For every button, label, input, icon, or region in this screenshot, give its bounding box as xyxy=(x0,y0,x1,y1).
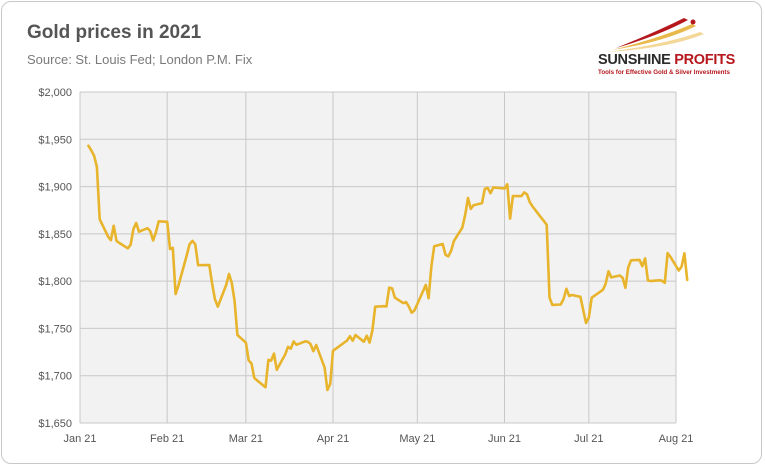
logo-swoosh-icon xyxy=(608,18,704,52)
y-tick-label: $1,800 xyxy=(38,276,72,288)
chart-title: Gold prices in 2021 xyxy=(27,22,202,43)
sunshine-profits-logo: SUNSHINE PROFITS Tools for Effective Gol… xyxy=(598,14,758,78)
x-tick-label: Apr 21 xyxy=(317,433,349,445)
x-tick-label: Feb 21 xyxy=(150,433,184,445)
logo-tagline: Tools for Effective Gold & Silver Invest… xyxy=(598,69,730,76)
logo-wordmark: SUNSHINE PROFITS xyxy=(598,52,735,68)
y-tick-label: $1,900 xyxy=(38,182,72,194)
x-tick-label: Jan 21 xyxy=(63,433,96,445)
y-tick-label: $1,750 xyxy=(38,323,72,335)
x-tick-label: Aug 21 xyxy=(659,433,694,445)
plot-area xyxy=(80,92,676,423)
chart-subtitle: Source: St. Louis Fed; London P.M. Fix xyxy=(27,52,253,67)
y-tick-label: $1,700 xyxy=(38,371,72,383)
x-tick-label: May 21 xyxy=(399,433,435,445)
y-tick-label: $2,000 xyxy=(38,87,72,99)
y-tick-label: $1,950 xyxy=(38,134,72,146)
x-tick-label: Jul 21 xyxy=(574,433,603,445)
x-tick-label: Jun 21 xyxy=(488,433,521,445)
y-tick-label: $1,650 xyxy=(38,418,72,430)
gold-price-series-line xyxy=(87,144,689,392)
x-tick-label: Mar 21 xyxy=(229,433,263,445)
y-tick-label: $1,850 xyxy=(38,229,72,241)
